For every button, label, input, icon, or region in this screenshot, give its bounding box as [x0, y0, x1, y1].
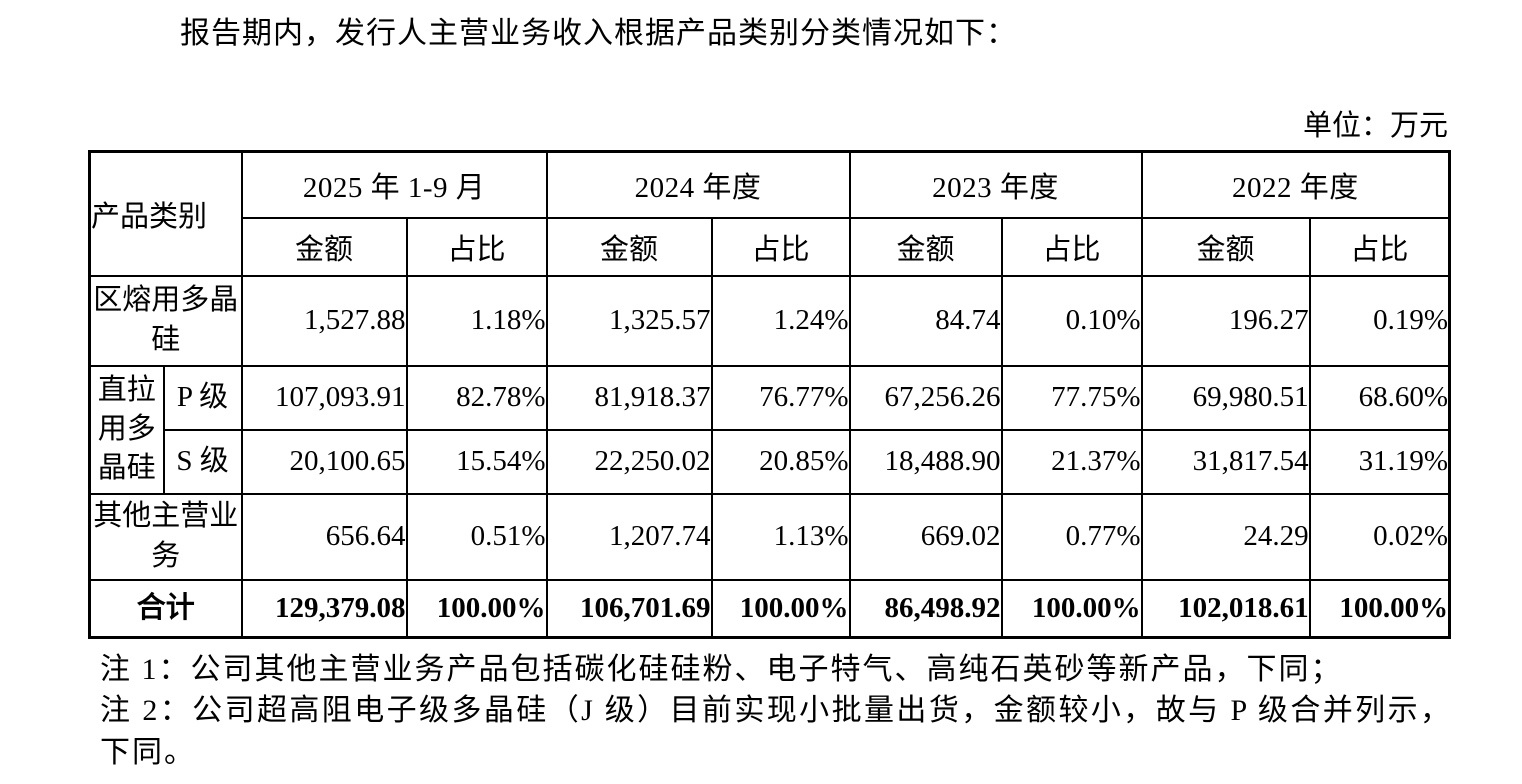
data-cell: 86,498.92: [848, 578, 1003, 639]
row-total: 合计 129,379.08 100.00% 106,701.69 100.00%…: [88, 578, 1451, 639]
group-label-cz-polysilicon: 直拉用多晶硅: [88, 364, 165, 495]
row-label: S 级: [162, 428, 243, 495]
data-cell: 22,250.02: [545, 428, 713, 495]
data-cell: 100.00%: [710, 578, 851, 639]
data-cell: 106,701.69: [545, 578, 713, 639]
footnote-1: 注 1：公司其他主营业务产品包括碳化硅硅粉、电子特气、高纯石英砂等新产品，下同；: [100, 653, 1343, 686]
data-cell: 84.74: [848, 274, 1003, 367]
category-header: 产品类别: [88, 150, 243, 277]
row-cz-s-grade: S 级 20,100.65 15.54% 22,250.02 20.85% 18…: [90, 428, 1451, 495]
ratio-header: 占比: [405, 216, 548, 277]
period-header-2024: 2024 年度: [545, 150, 851, 219]
data-cell: 100.00%: [1308, 578, 1451, 639]
row-label: 其他主营业务: [88, 492, 243, 581]
data-cell: 20,100.65: [240, 428, 408, 495]
data-cell: 102,018.61: [1140, 578, 1311, 639]
data-cell: 0.02%: [1308, 492, 1451, 581]
data-cell: 1.18%: [405, 274, 548, 367]
amount-header: 金额: [1140, 216, 1311, 277]
data-cell: 76.77%: [710, 364, 851, 431]
data-cell: 196.27: [1140, 274, 1311, 367]
data-cell: 0.51%: [405, 492, 548, 581]
row-label: P 级: [162, 364, 243, 431]
ratio-header: 占比: [1000, 216, 1143, 277]
data-cell: 31,817.54: [1140, 428, 1311, 495]
data-cell: 100.00%: [405, 578, 548, 639]
revenue-by-product-table: 产品类别 2025 年 1-9 月 2024 年度 2023 年度 2022 年…: [88, 150, 1452, 639]
data-cell: 77.75%: [1000, 364, 1143, 431]
data-cell: 0.19%: [1308, 274, 1451, 367]
data-cell: 656.64: [240, 492, 408, 581]
footnote-2: 注 2：公司超高阻电子级多晶硅（J 级）目前实现小批量出货，金额较小，故与 P …: [100, 694, 1452, 769]
data-cell: 24.29: [1140, 492, 1311, 581]
document-page: 报告期内，发行人主营业务收入根据产品类别分类情况如下： 单位：万元 产品类别 2…: [0, 8, 1522, 784]
footnotes: 注 1：公司其他主营业务产品包括碳化硅硅粉、电子特气、高纯石英砂等新产品，下同；…: [100, 649, 1452, 773]
data-cell: 82.78%: [405, 364, 548, 431]
data-cell: 0.77%: [1000, 492, 1143, 581]
data-cell: 20.85%: [710, 428, 851, 495]
row-other-main-business: 其他主营业务 656.64 0.51% 1,207.74 1.13% 669.0…: [88, 492, 1451, 581]
unit-label: 单位：万元: [1302, 110, 1448, 142]
data-cell: 100.00%: [1000, 578, 1143, 639]
data-cell: 1.13%: [710, 492, 851, 581]
data-cell: 21.37%: [1000, 428, 1143, 495]
amount-header: 金额: [240, 216, 408, 277]
row-label: 区熔用多晶硅: [88, 274, 243, 367]
data-cell: 18,488.90: [848, 428, 1003, 495]
row-label-total: 合计: [88, 578, 243, 639]
row-zone-melting-polysilicon: 区熔用多晶硅 1,527.88 1.18% 1,325.57 1.24% 84.…: [88, 274, 1451, 367]
intro-text: 报告期内，发行人主营业务收入根据产品类别分类情况如下：: [180, 17, 1017, 50]
data-cell: 15.54%: [405, 428, 548, 495]
data-cell: 81,918.37: [545, 364, 713, 431]
data-cell: 129,379.08: [240, 578, 408, 639]
data-cell: 1,325.57: [545, 274, 713, 367]
period-header-2023: 2023 年度: [848, 150, 1143, 219]
data-cell: 0.10%: [1000, 274, 1143, 367]
ratio-header: 占比: [1308, 216, 1451, 277]
data-cell: 31.19%: [1308, 428, 1451, 495]
row-cz-p-grade: 直拉用多晶硅 P 级 107,093.91 82.78% 81,918.37 7…: [88, 364, 1451, 495]
amount-header: 金额: [848, 216, 1003, 277]
data-cell: 1,527.88: [240, 274, 408, 367]
period-header-2025: 2025 年 1-9 月: [240, 150, 548, 219]
data-cell: 68.60%: [1308, 364, 1451, 431]
data-cell: 107,093.91: [240, 364, 408, 431]
ratio-header: 占比: [710, 216, 851, 277]
data-cell: 67,256.26: [848, 364, 1003, 431]
data-cell: 69,980.51: [1140, 364, 1311, 431]
data-cell: 669.02: [848, 492, 1003, 581]
amount-header: 金额: [545, 216, 713, 277]
data-cell: 1,207.74: [545, 492, 713, 581]
header-row-measures: 金额 占比 金额 占比 金额 占比 金额 占比: [90, 216, 1451, 277]
header-row-periods: 产品类别 2025 年 1-9 月 2024 年度 2023 年度 2022 年…: [88, 150, 1451, 277]
period-header-2022: 2022 年度: [1140, 150, 1451, 219]
data-cell: 1.24%: [710, 274, 851, 367]
